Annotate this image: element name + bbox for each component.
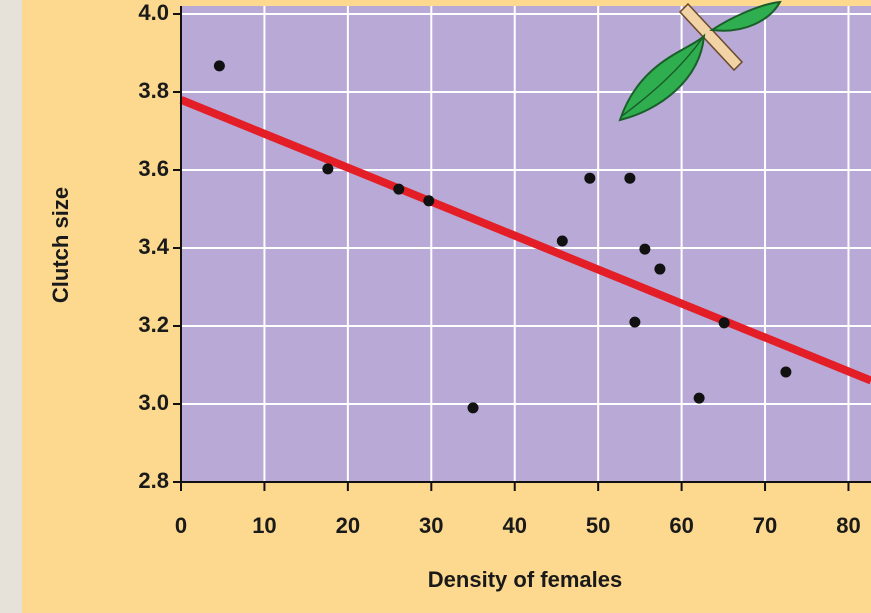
data-point [467,402,479,414]
data-point [393,183,405,195]
x-tick-label: 0 [175,513,187,538]
data-point [322,163,334,175]
y-tick-label: 3.8 [138,78,169,103]
x-tick-label: 10 [252,513,276,538]
x-tick-label: 40 [502,513,526,538]
x-axis-title: Density of females [428,567,622,592]
y-tick-label: 3.6 [138,156,169,181]
x-tick-label: 50 [586,513,610,538]
data-point [624,172,636,184]
y-tick-label: 3.0 [138,390,169,415]
y-tick-label: 3.2 [138,312,169,337]
data-point [639,243,651,255]
x-tick-label: 60 [669,513,693,538]
marks [179,60,871,414]
data-point [423,195,435,207]
ticks: 2.8 3.0 3.2 3.4 3.6 3.8 4.0 0 10 20 30 40 50 60 70 80 [138,0,860,538]
y-tick-label: 2.8 [138,468,169,493]
data-point [629,316,641,328]
fit-line [179,96,871,385]
y-tick-label: 4.0 [138,0,169,25]
data-point [213,60,225,72]
data-point [718,317,730,329]
illustration [618,0,782,122]
x-tick-label: 80 [836,513,860,538]
data-point [780,366,792,378]
y-tick-label: 3.4 [138,234,169,259]
data-point [556,235,568,247]
data-point [693,392,705,404]
x-tick-label: 30 [419,513,443,538]
x-tick-label: 20 [336,513,360,538]
x-tick-label: 70 [753,513,777,538]
y-axis-title: Clutch size [48,187,73,303]
data-point [584,172,596,184]
data-point [654,263,666,275]
